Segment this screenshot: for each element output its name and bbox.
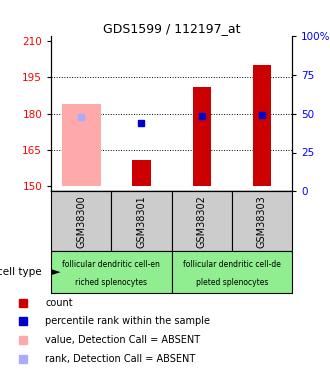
Text: follicular dendritic cell-de: follicular dendritic cell-de (183, 260, 281, 269)
Text: value, Detection Call = ABSENT: value, Detection Call = ABSENT (45, 335, 200, 345)
Text: pleted splenocytes: pleted splenocytes (196, 278, 268, 287)
FancyBboxPatch shape (51, 191, 112, 251)
Text: GSM38301: GSM38301 (137, 195, 147, 248)
FancyBboxPatch shape (172, 191, 232, 251)
FancyBboxPatch shape (51, 251, 172, 293)
Text: GSM38303: GSM38303 (257, 195, 267, 248)
Title: GDS1599 / 112197_at: GDS1599 / 112197_at (103, 22, 240, 35)
Bar (132, 160, 150, 186)
FancyBboxPatch shape (172, 251, 292, 293)
Bar (62, 104, 101, 186)
Text: cell type: cell type (0, 267, 42, 277)
Text: GSM38300: GSM38300 (76, 195, 86, 248)
FancyBboxPatch shape (232, 191, 292, 251)
Text: GSM38302: GSM38302 (197, 195, 207, 248)
Text: ►: ► (52, 267, 61, 277)
Bar (253, 65, 271, 186)
Text: riched splenocytes: riched splenocytes (75, 278, 148, 287)
Text: follicular dendritic cell-en: follicular dendritic cell-en (62, 260, 160, 269)
Text: rank, Detection Call = ABSENT: rank, Detection Call = ABSENT (45, 354, 196, 364)
Bar (193, 87, 211, 186)
FancyBboxPatch shape (112, 191, 172, 251)
Text: percentile rank within the sample: percentile rank within the sample (45, 316, 210, 326)
Text: count: count (45, 298, 73, 307)
